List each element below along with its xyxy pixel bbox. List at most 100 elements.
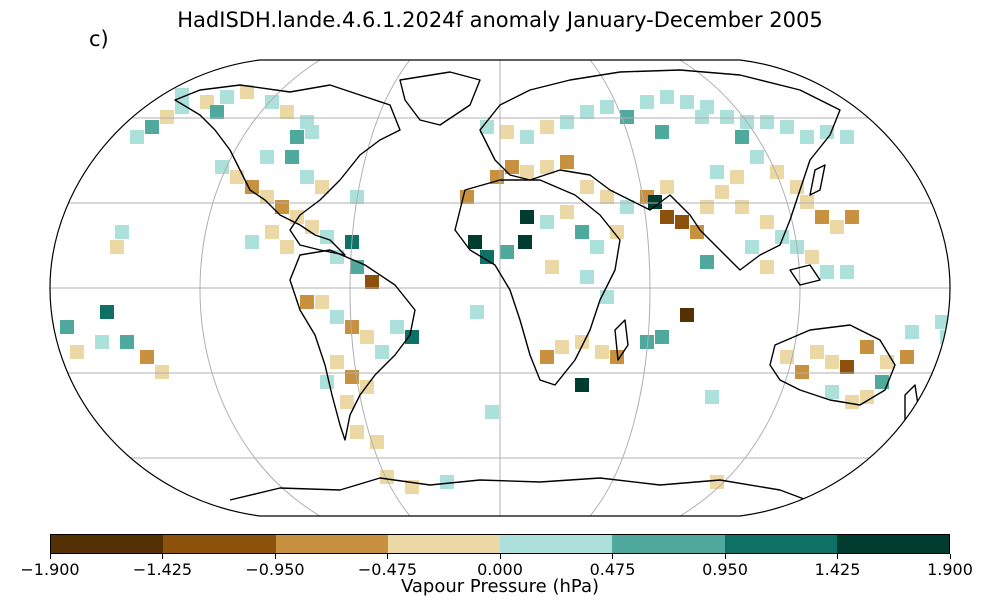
anomaly-cell [730,170,744,184]
anomaly-cell [900,350,914,364]
anomaly-cell [340,395,354,409]
anomaly-cell [480,250,494,264]
colorbar-bin-4 [500,535,613,553]
graticule [50,60,950,516]
anomaly-cell [695,110,709,124]
anomaly-cell [520,130,534,144]
anomaly-cell [265,95,279,109]
colorbar-tick-label: −1.900 [20,560,80,579]
anomaly-cell [760,260,774,274]
anomaly-cell [280,105,294,119]
anomaly-cell [210,105,224,119]
anomaly-cell [700,255,714,269]
anomaly-cell [750,150,764,164]
anomaly-cell [130,130,144,144]
colorbar-tick-label: 0.475 [589,560,636,579]
anomaly-cell [350,425,364,439]
anomaly-cell [805,250,819,264]
anomaly-cell [735,200,749,214]
data-layer [50,60,950,516]
coastlines [174,69,919,506]
anomaly-cell [575,378,589,392]
colorbar-tick-label: 0.950 [702,560,748,579]
anomaly-cell [405,330,419,344]
anomaly-cell [620,200,634,214]
anomaly-cell [140,350,154,364]
colorbar-tick-label: 1.900 [927,560,973,579]
colorbar-bin-1 [163,535,276,553]
colorbar-bin-2 [275,535,388,553]
anomaly-cell [840,130,854,144]
anomaly-cell [280,240,294,254]
anomaly-cell [540,215,554,229]
anomaly-cell [655,330,669,344]
anomaly-cell [655,125,669,139]
colorbar-label: Vapour Pressure (hPa) [400,576,600,597]
anomaly-cell [780,120,794,134]
anomaly-cell [795,365,809,379]
anomaly-cell [860,340,874,354]
colorbar-bin-0 [51,535,164,553]
anomaly-cell [245,235,259,249]
anomaly-cell [120,335,134,349]
colorbar-tick-label: 0.000 [477,560,523,579]
colorbar-bin-3 [387,535,500,553]
anomaly-cell [825,355,839,369]
anomaly-cell [710,475,724,489]
anomaly-cell [290,210,304,224]
anomaly-cell [580,270,594,284]
anomaly-cell [320,375,334,389]
colorbar-tick [612,554,613,559]
anomaly-cell [820,125,834,139]
anomaly-cell [260,190,274,204]
chart-title: HadISDH.lande.4.6.1.2024f anomaly Januar… [177,8,823,32]
colorbar-ticks: −1.900 −1.425 −0.950 −0.475 0.000 0.475 0.950 1… [0,554,1000,584]
anomaly-cell [230,170,244,184]
anomaly-cell [935,315,949,329]
anomaly-cell [845,395,859,409]
anomaly-cell [700,200,714,214]
anomaly-cell [840,265,854,279]
anomaly-cell [760,215,774,229]
anomaly-cell [240,85,254,99]
anomaly-cell [540,160,554,174]
colorbar [50,534,950,554]
anomaly-cell [315,295,329,309]
anomaly-cell [735,130,749,144]
anomaly-cell [440,475,454,489]
anomaly-cell [330,310,344,324]
anomaly-cell [875,375,889,389]
anomaly-cell [705,390,719,404]
anomaly-cell [860,390,874,404]
colorbar-tick [274,554,276,559]
anomaly-cell [145,120,159,134]
anomaly-cell [220,90,234,104]
anomaly-cell [715,185,729,199]
anomaly-cell [720,110,734,124]
anomaly-cell [780,350,794,364]
colorbar-tick [837,554,838,559]
anomaly-cell [840,360,854,374]
anomaly-cell [580,105,594,119]
anomaly-cell [745,240,759,254]
anomaly-cell [290,130,304,144]
anomaly-cell [265,225,279,239]
globe-outline [49,59,951,517]
anomaly-cell [365,275,379,289]
anomaly-cell [245,180,259,194]
anomaly-cell [640,95,654,109]
anomaly-cell [100,305,114,319]
anomaly-cell [760,115,774,129]
anomaly-cell [115,225,129,239]
anomaly-cell [60,320,74,334]
anomaly-cell [560,115,574,129]
anomaly-cell [880,355,894,369]
anomaly-cell [300,170,314,184]
anomaly-cell [940,330,950,344]
anomaly-cell [540,120,554,134]
anomaly-cell [810,345,824,359]
anomaly-cell [95,335,109,349]
anomaly-cell [305,220,319,234]
anomaly-cell [555,340,569,354]
anomaly-cell [660,210,674,224]
